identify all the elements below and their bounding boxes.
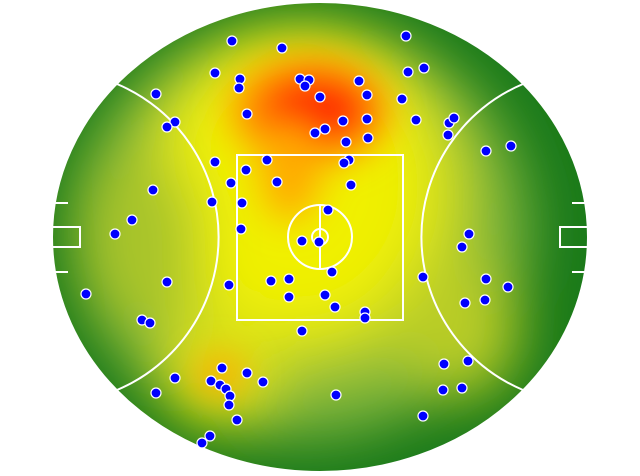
data-point: [480, 273, 492, 285]
data-point: [359, 312, 371, 324]
data-point: [283, 291, 295, 303]
data-point: [456, 241, 468, 253]
data-point: [330, 389, 342, 401]
data-point: [400, 30, 412, 42]
data-point: [144, 317, 156, 329]
data-point: [150, 387, 162, 399]
data-point: [319, 123, 331, 135]
data-point: [396, 93, 408, 105]
data-point: [109, 228, 121, 240]
data-point: [362, 132, 374, 144]
data-point: [169, 372, 181, 384]
data-point: [147, 184, 159, 196]
data-point: [340, 136, 352, 148]
data-point: [169, 116, 181, 128]
data-point: [361, 113, 373, 125]
data-point: [361, 89, 373, 101]
data-point: [410, 114, 422, 126]
data-point: [223, 279, 235, 291]
data-point: [326, 266, 338, 278]
data-point: [353, 75, 365, 87]
data-point: [296, 235, 308, 247]
data-point: [442, 129, 454, 141]
data-point: [241, 108, 253, 120]
data-point: [480, 145, 492, 157]
data-point: [225, 177, 237, 189]
data-point: [204, 430, 216, 442]
data-point: [402, 66, 414, 78]
data-point: [276, 42, 288, 54]
data-point: [299, 80, 311, 92]
data-point: [206, 196, 218, 208]
data-point: [296, 325, 308, 337]
data-point: [459, 297, 471, 309]
data-point: [283, 273, 295, 285]
data-point: [345, 179, 357, 191]
field-lines: [51, 1, 589, 473]
data-point: [80, 288, 92, 300]
data-point: [463, 228, 475, 240]
data-point: [126, 214, 138, 226]
data-point: [150, 88, 162, 100]
data-point: [448, 112, 460, 124]
data-point: [257, 376, 269, 388]
data-point: [479, 294, 491, 306]
data-point: [196, 437, 208, 449]
data-point: [265, 275, 277, 287]
data-point: [456, 382, 468, 394]
data-point: [462, 355, 474, 367]
data-point: [271, 176, 283, 188]
data-point: [417, 410, 429, 422]
data-point: [236, 197, 248, 209]
data-point: [216, 362, 228, 374]
data-point: [161, 121, 173, 133]
data-point: [240, 164, 252, 176]
data-point: [231, 414, 243, 426]
data-point: [438, 358, 450, 370]
data-point: [226, 35, 238, 47]
data-point: [235, 223, 247, 235]
data-point: [223, 399, 235, 411]
data-point: [418, 62, 430, 74]
data-point: [205, 375, 217, 387]
data-point: [437, 384, 449, 396]
data-point: [417, 271, 429, 283]
data-point: [322, 204, 334, 216]
data-point: [209, 67, 221, 79]
data-point: [502, 281, 514, 293]
data-point: [241, 367, 253, 379]
data-point: [329, 301, 341, 313]
data-point: [313, 236, 325, 248]
data-point: [338, 157, 350, 169]
data-point: [309, 127, 321, 139]
data-point: [261, 154, 273, 166]
data-point: [161, 276, 173, 288]
data-point: [209, 156, 221, 168]
data-point: [314, 91, 326, 103]
data-point: [505, 140, 517, 152]
data-point: [319, 289, 331, 301]
data-point: [233, 82, 245, 94]
data-point: [337, 115, 349, 127]
